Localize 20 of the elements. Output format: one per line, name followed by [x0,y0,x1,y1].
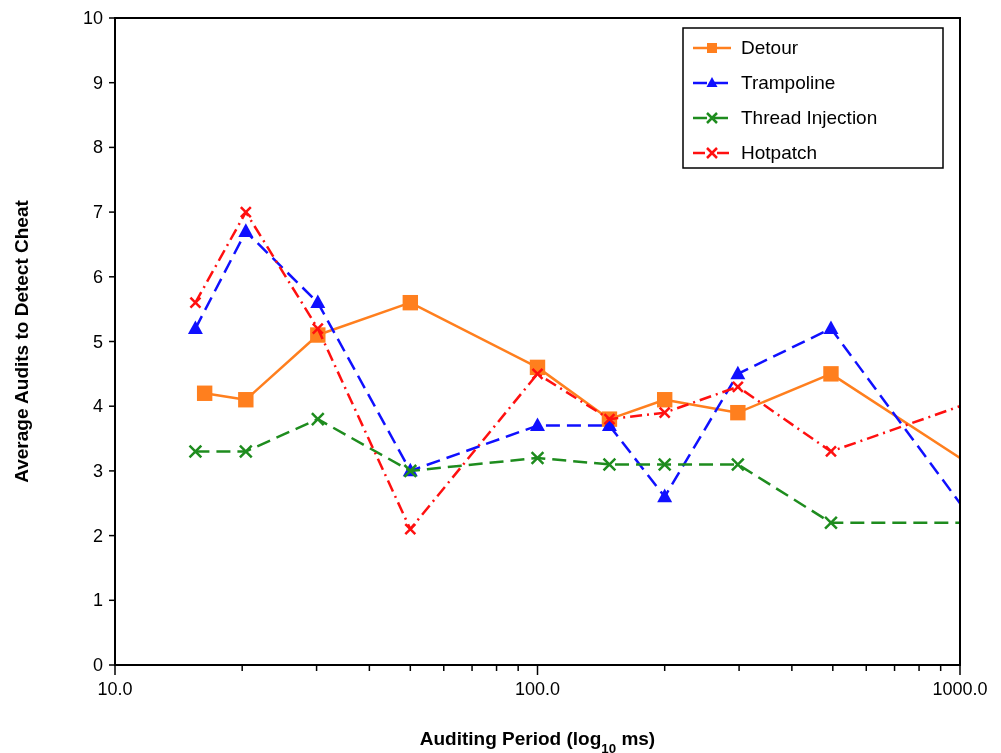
y-axis-title: Average Audits to Detect Cheat [11,199,32,483]
legend-label: Trampoline [741,72,836,93]
y-tick-label: 5 [92,331,103,352]
legend-label: Hotpatch [741,142,818,163]
y-tick-label: 8 [92,137,103,158]
x-axis-title: Auditing Period (log$_{10}$ ms) [419,728,656,753]
x-tick-label: 1000.0 [932,679,988,699]
y-tick-label: 3 [92,460,103,481]
y-tick-label: 0 [92,655,103,675]
y-tick-label: 6 [92,266,103,287]
x-tick-label: 100.0 [514,679,561,699]
y-tick-label: 2 [92,525,103,546]
y-tick-label: 9 [92,72,103,93]
y-tick-label: 1 [92,590,103,611]
legend-label: Detour [741,37,799,58]
y-tick-label: 4 [92,396,103,417]
legend-label: Thread Injection [741,107,878,128]
x-tick-label: 10.0 [97,679,133,699]
y-tick-label: 10 [82,8,103,28]
y-tick-label: 7 [92,202,103,223]
